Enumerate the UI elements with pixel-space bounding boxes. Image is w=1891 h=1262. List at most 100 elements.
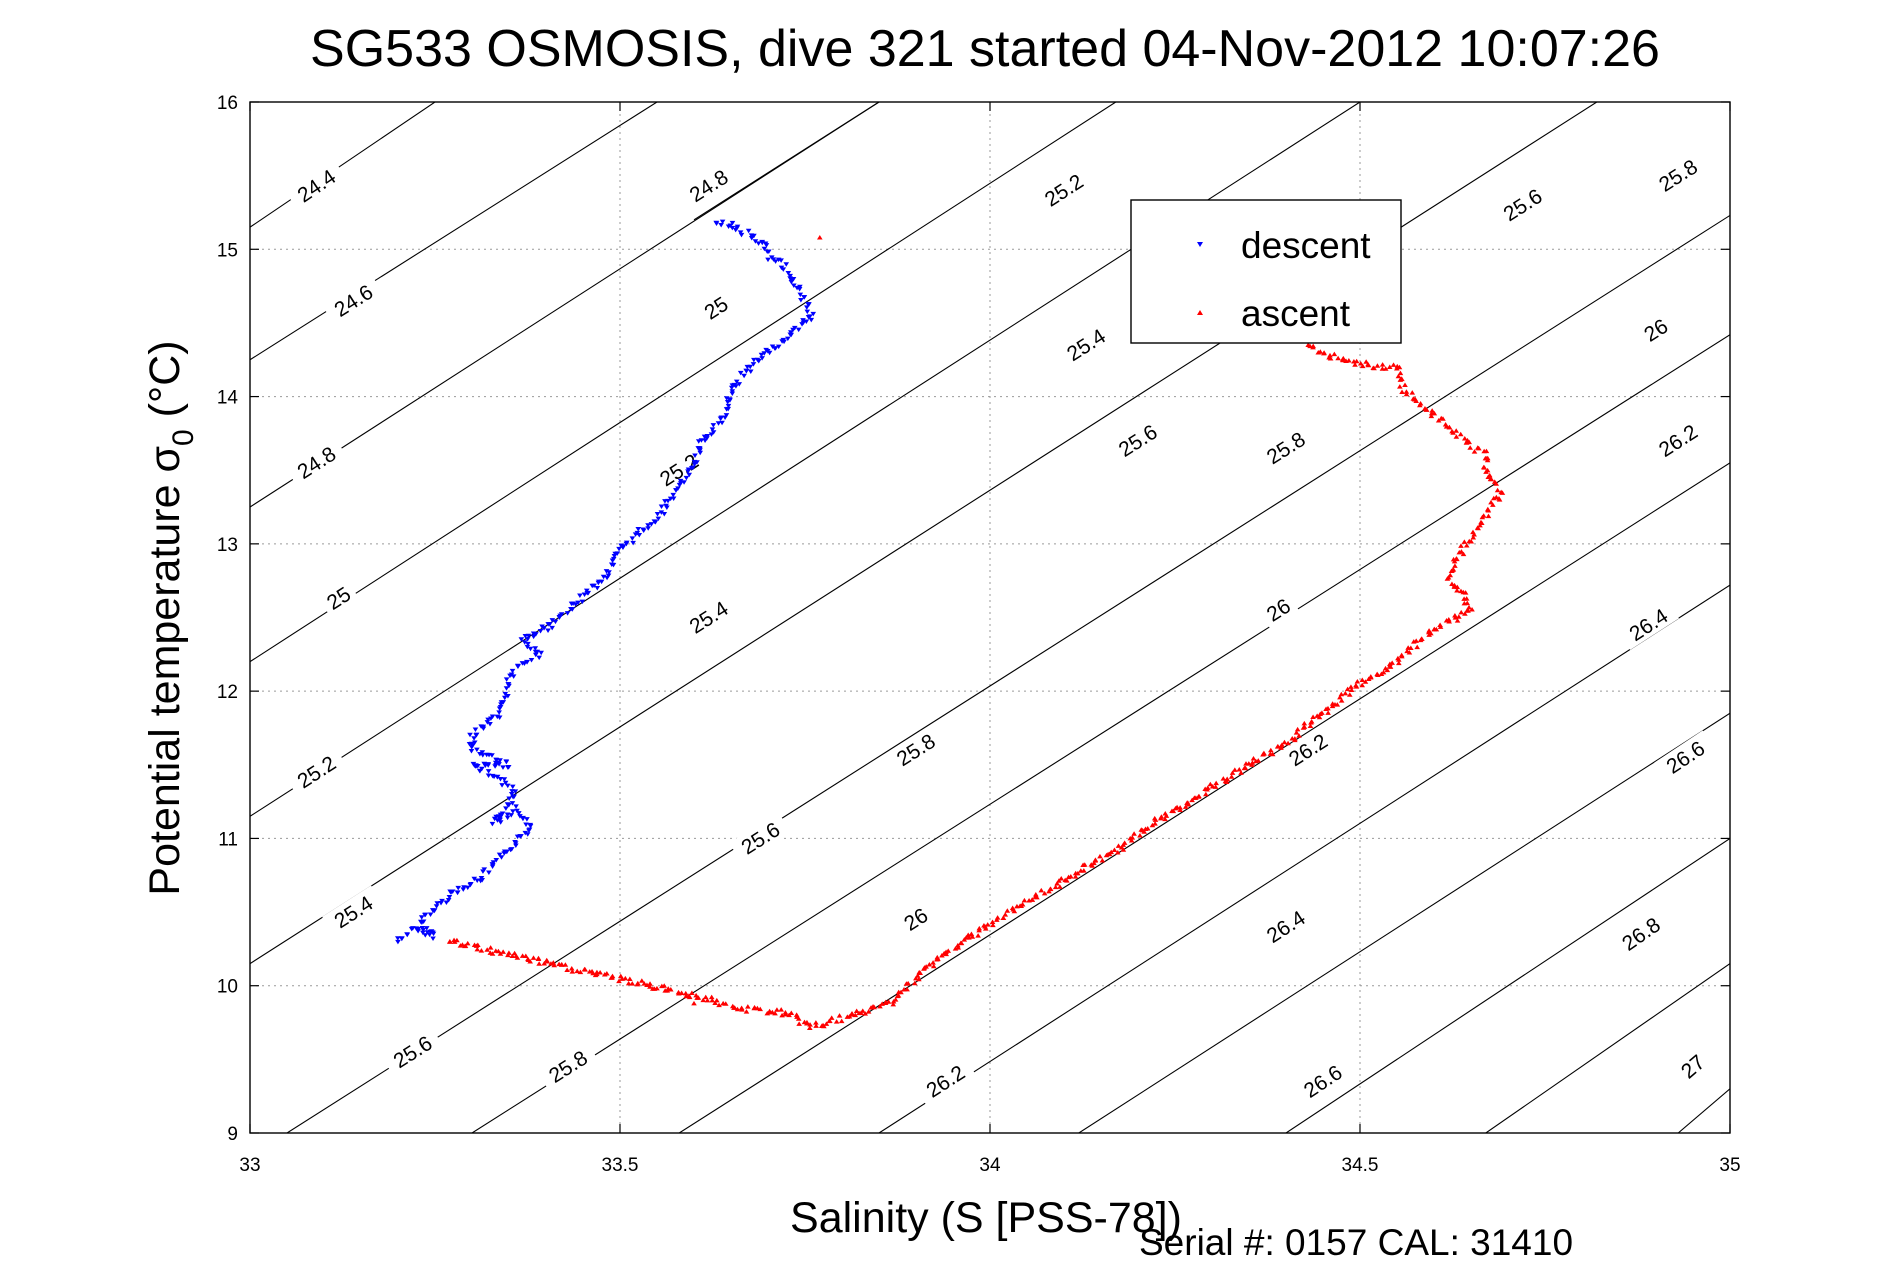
ascent-point	[1296, 733, 1302, 738]
ascent-point	[1485, 513, 1492, 519]
ascent-point	[536, 961, 542, 966]
ascent-point	[473, 943, 480, 948]
y-tick-label: 12	[217, 682, 238, 703]
ascent-point	[1281, 739, 1288, 745]
ascent-point	[976, 927, 982, 933]
ascent-point	[1433, 626, 1440, 632]
descent-point	[477, 769, 483, 774]
descent-point	[748, 236, 755, 241]
ascent-point	[682, 990, 689, 996]
descent-point	[467, 882, 474, 888]
descent-point	[791, 325, 798, 331]
x-tick-label: 35	[1719, 1155, 1740, 1176]
ascent-point	[1249, 760, 1256, 765]
ascent-point	[709, 997, 716, 1003]
contour-label-background	[285, 745, 347, 798]
descent-point	[460, 887, 467, 892]
ascent-point	[1395, 373, 1402, 379]
ascent-point	[530, 955, 537, 960]
descent-point	[399, 936, 405, 942]
ascent-point	[597, 970, 603, 975]
descent-point	[503, 759, 510, 765]
descent-point	[658, 504, 665, 509]
ascent-point	[459, 942, 466, 947]
ascent-point	[1224, 776, 1230, 781]
contour-label-background	[729, 811, 791, 864]
ascent-point	[828, 1015, 835, 1020]
contour-label-background	[1646, 414, 1709, 466]
ascent-point	[1238, 770, 1244, 775]
contour-label-background	[1106, 414, 1169, 466]
ascent-point	[639, 978, 645, 983]
y-axis-label-subscript: 0	[167, 429, 200, 446]
ascent-point	[1471, 449, 1478, 454]
ascent-point	[568, 966, 575, 971]
descent-point	[478, 875, 485, 881]
descent-point	[527, 822, 534, 828]
descent-point	[729, 391, 736, 397]
descent-point	[518, 834, 524, 839]
ascent-point	[647, 981, 653, 986]
descent-point	[764, 249, 771, 254]
ascent-point	[813, 1020, 819, 1025]
ascent-point	[817, 235, 823, 240]
ascent-point	[1268, 747, 1274, 753]
ascent-point	[462, 943, 469, 949]
descent-point	[670, 492, 677, 498]
ascent-point	[1138, 827, 1145, 832]
descent-point	[737, 230, 744, 235]
ascent-point	[943, 951, 950, 957]
ascent-point	[1316, 714, 1323, 720]
descent-point	[754, 357, 761, 363]
ascent-point	[1189, 797, 1195, 803]
ascent-point	[1453, 434, 1460, 439]
ascent-point	[1196, 793, 1202, 799]
ascent-point	[1152, 821, 1158, 826]
descent-point	[545, 628, 551, 633]
descent-point	[803, 319, 810, 325]
descent-point	[795, 327, 802, 333]
ascent-point	[1228, 774, 1235, 779]
descent-point	[537, 629, 544, 634]
descent-point	[490, 860, 497, 865]
contour-label-background	[1609, 906, 1672, 960]
ascent-point	[1236, 766, 1243, 772]
ascent-point	[1255, 758, 1262, 763]
ascent-point	[917, 970, 924, 975]
ascent-point	[1352, 362, 1358, 367]
ascent-point	[1445, 617, 1452, 622]
descent-point	[616, 546, 622, 552]
density-contour-line	[1078, 712, 1730, 1133]
descent-point	[718, 415, 725, 420]
ascent-point	[525, 956, 531, 962]
descent-point	[751, 357, 757, 363]
ascent-point	[904, 986, 910, 992]
descent-point	[610, 556, 617, 562]
descent-point	[500, 765, 506, 770]
ascent-point	[827, 1018, 833, 1023]
ascent-point	[788, 1010, 795, 1015]
ascent-point	[1445, 575, 1452, 580]
ascent-point	[1428, 413, 1435, 419]
ascent-point	[1344, 686, 1351, 692]
ascent-point	[1399, 653, 1405, 659]
descent-point	[490, 862, 496, 868]
ascent-point	[702, 994, 709, 1000]
ascent-point	[1249, 762, 1255, 767]
ascent-point	[695, 995, 702, 1000]
descent-point	[651, 519, 658, 524]
ascent-point	[513, 953, 519, 958]
descent-point	[521, 640, 528, 645]
ascent-point	[1466, 604, 1472, 610]
contour-label-background	[894, 899, 937, 938]
ascent-point	[1426, 628, 1432, 633]
ascent-point	[916, 976, 922, 982]
ascent-point	[943, 949, 949, 955]
descent-point	[645, 526, 651, 531]
descent-point	[503, 806, 509, 811]
ascent-point	[1474, 445, 1481, 450]
ascent-point	[1379, 362, 1386, 367]
ascent-point	[782, 1010, 789, 1015]
descent-point	[467, 732, 473, 738]
descent-point	[434, 901, 441, 906]
